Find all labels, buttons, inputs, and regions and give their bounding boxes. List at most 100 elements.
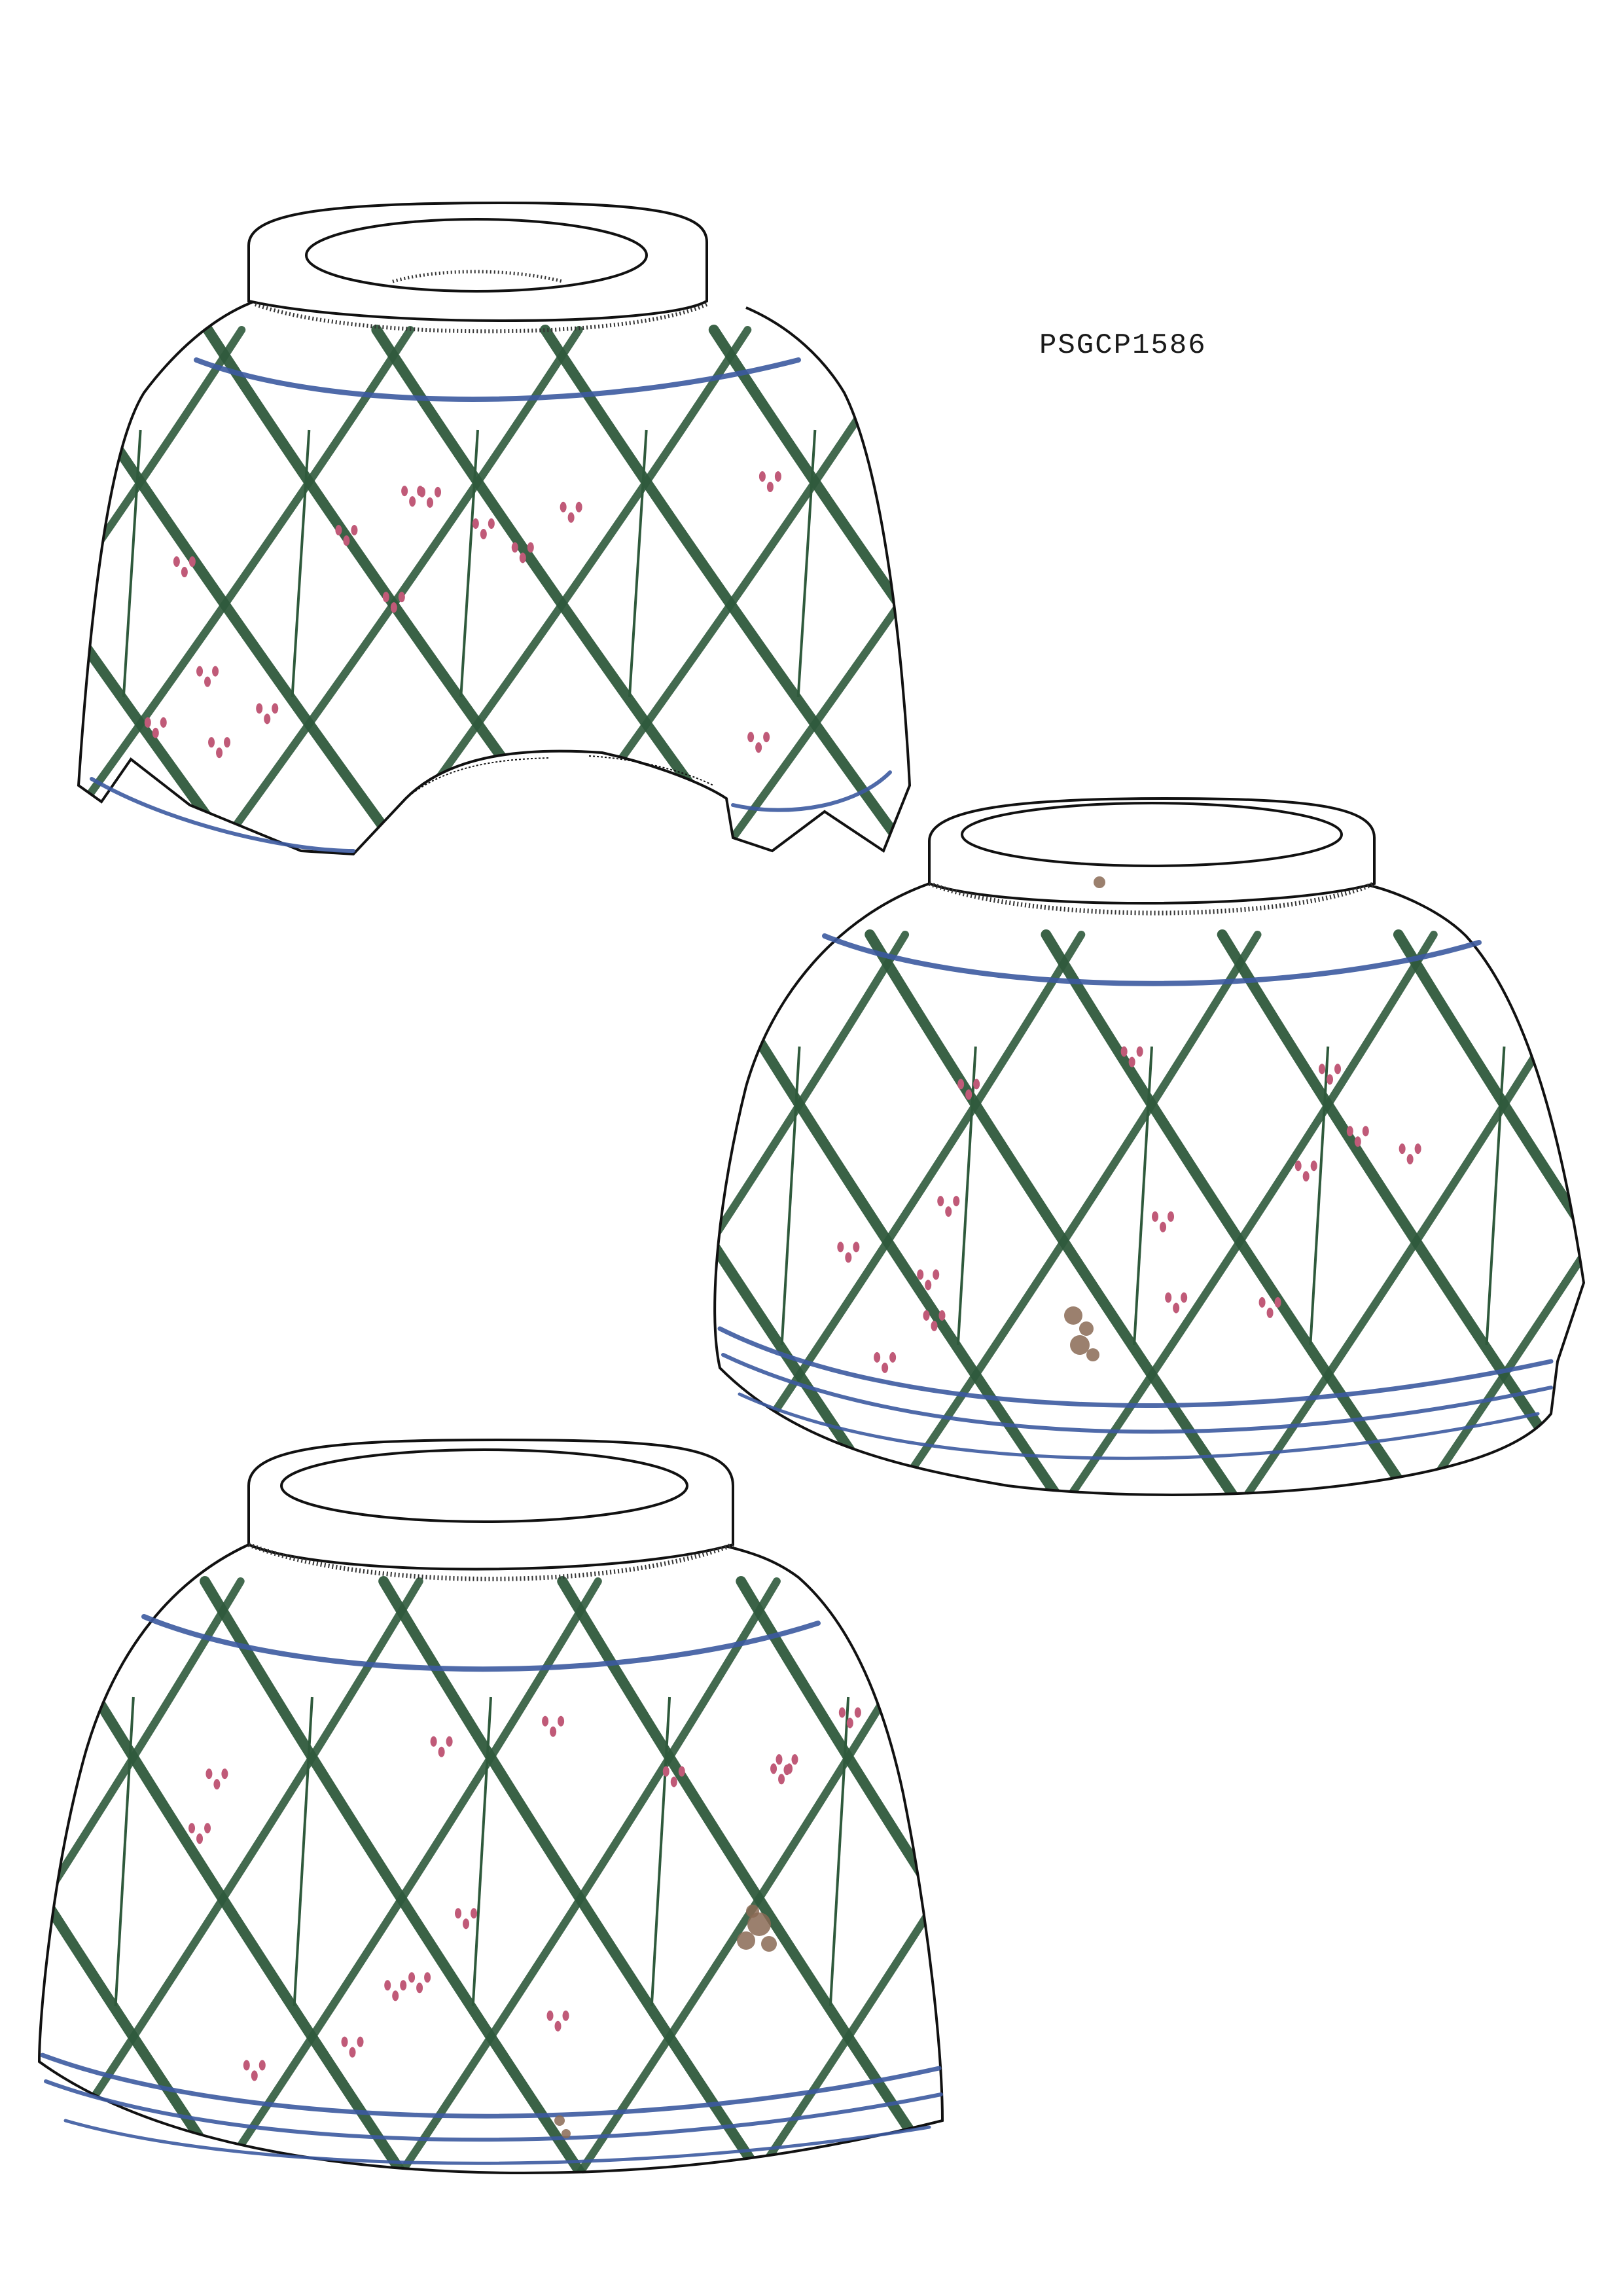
pink-dot bbox=[937, 1196, 944, 1207]
pink-dot bbox=[471, 1908, 478, 1919]
pink-dot bbox=[747, 732, 755, 743]
pink-dot bbox=[434, 486, 441, 497]
lattice-stroke bbox=[650, 1696, 671, 2007]
pink-dot bbox=[196, 666, 204, 677]
pink-dot bbox=[472, 518, 479, 529]
lattice-stroke bbox=[709, 326, 910, 854]
lattice-stroke bbox=[956, 1046, 977, 1346]
pink-dot bbox=[1294, 1160, 1302, 1172]
pink-dot bbox=[398, 592, 405, 603]
pink-dot bbox=[1160, 1221, 1167, 1232]
pink-dot bbox=[382, 592, 389, 603]
pink-dot bbox=[575, 501, 582, 512]
pink-dot bbox=[272, 703, 279, 714]
pink-dot bbox=[938, 1310, 946, 1321]
pink-dot bbox=[357, 2036, 364, 2047]
pink-dot bbox=[854, 1707, 861, 1718]
pink-dot bbox=[560, 501, 567, 512]
pink-dot bbox=[1181, 1292, 1188, 1303]
pink-dot bbox=[791, 1754, 798, 1765]
lattice-stroke bbox=[1188, 1697, 1205, 2006]
lattice-stroke bbox=[796, 429, 817, 698]
pink-dot bbox=[1258, 1297, 1266, 1308]
lattice-stroke bbox=[540, 325, 910, 854]
lattice-stroke bbox=[201, 1577, 602, 2173]
lattice-stroke bbox=[1545, 1697, 1563, 2006]
lattice-stroke bbox=[1135, 430, 1152, 697]
lattice-stroke bbox=[77, 1047, 95, 1345]
pink-dot bbox=[152, 727, 159, 738]
pink-dot bbox=[670, 1776, 677, 1787]
pink-dot bbox=[1302, 1171, 1310, 1182]
lattice-stroke bbox=[39, 1577, 66, 2173]
pink-dot bbox=[264, 713, 271, 725]
lattice-stroke bbox=[1366, 1697, 1384, 2006]
stain-marks bbox=[554, 1905, 777, 2138]
pink-dot bbox=[409, 496, 416, 507]
lattice-stroke bbox=[1009, 1697, 1027, 2006]
lattice-stroke bbox=[628, 429, 648, 698]
lattice-stroke bbox=[1051, 330, 1422, 864]
pink-dot bbox=[221, 1768, 228, 1780]
lattice-stroke bbox=[829, 1696, 850, 2007]
stain-marks bbox=[1064, 876, 1105, 1361]
lattice-stroke bbox=[1220, 330, 1591, 864]
lattice-stroke bbox=[780, 1046, 801, 1346]
pink-dot bbox=[351, 525, 358, 536]
lattice-stroke bbox=[291, 429, 311, 698]
pink-dot bbox=[846, 1717, 853, 1729]
pink-dot bbox=[778, 1774, 785, 1785]
pink-dot bbox=[438, 1746, 445, 1757]
pink-dot bbox=[845, 1252, 852, 1263]
pink-dot bbox=[973, 1079, 980, 1090]
pink-dot bbox=[160, 717, 167, 728]
pink-dot bbox=[488, 518, 495, 529]
lattice-stroke bbox=[1098, 1581, 1491, 2199]
lattice-stroke bbox=[1277, 1581, 1623, 2199]
lattice-stroke bbox=[459, 429, 479, 698]
pink-dot bbox=[1165, 1292, 1172, 1303]
lattice-stroke bbox=[967, 430, 984, 697]
lattice-stroke bbox=[1098, 1581, 1491, 2199]
lattice-stroke bbox=[737, 1577, 942, 2173]
pink-dot bbox=[546, 2010, 554, 2021]
pink-dot bbox=[1136, 1046, 1143, 1057]
lattice-stroke bbox=[1394, 931, 1584, 1495]
pink-dot bbox=[216, 747, 223, 759]
pink-dot bbox=[550, 1726, 557, 1737]
lattice-stroke bbox=[1456, 1581, 1623, 2199]
pink-dot bbox=[1354, 1136, 1361, 1147]
lattice-stroke bbox=[715, 931, 910, 1495]
pink-dot bbox=[837, 1242, 844, 1253]
pink-dot bbox=[256, 703, 263, 714]
pink-dot bbox=[1319, 1064, 1326, 1075]
pink-dot bbox=[205, 1768, 213, 1780]
pink-dot bbox=[446, 1736, 453, 1747]
pink-dot bbox=[212, 666, 219, 677]
lattice-stroke bbox=[39, 1576, 67, 2173]
pink-dot bbox=[418, 486, 425, 497]
pink-dot bbox=[965, 1089, 972, 1100]
pink-dot bbox=[1128, 1056, 1135, 1067]
pink-dot bbox=[416, 1982, 423, 1994]
pink-dot bbox=[1406, 1154, 1414, 1165]
green-lattice-pattern bbox=[39, 1576, 1623, 2199]
pink-dot bbox=[758, 471, 766, 482]
pink-dot bbox=[204, 676, 211, 687]
lattice-stroke bbox=[1309, 1046, 1330, 1346]
pink-dot bbox=[343, 535, 350, 547]
pink-dot bbox=[1310, 1160, 1317, 1172]
pink-dot bbox=[766, 481, 774, 492]
lattice-stroke bbox=[1389, 330, 1623, 864]
lattice-stroke bbox=[1569, 929, 1584, 1495]
pink-dot bbox=[678, 1766, 685, 1777]
pink-dot bbox=[1274, 1297, 1281, 1308]
pink-dot bbox=[1152, 1211, 1159, 1222]
pink-dot bbox=[463, 1918, 470, 1929]
pink-dot bbox=[1362, 1126, 1369, 1137]
lattice-stroke bbox=[1133, 1046, 1153, 1346]
bowl-drawing-middle-right bbox=[713, 797, 1586, 1496]
lattice-stroke bbox=[293, 1696, 313, 2007]
lattice-stroke bbox=[253, 1047, 271, 1345]
